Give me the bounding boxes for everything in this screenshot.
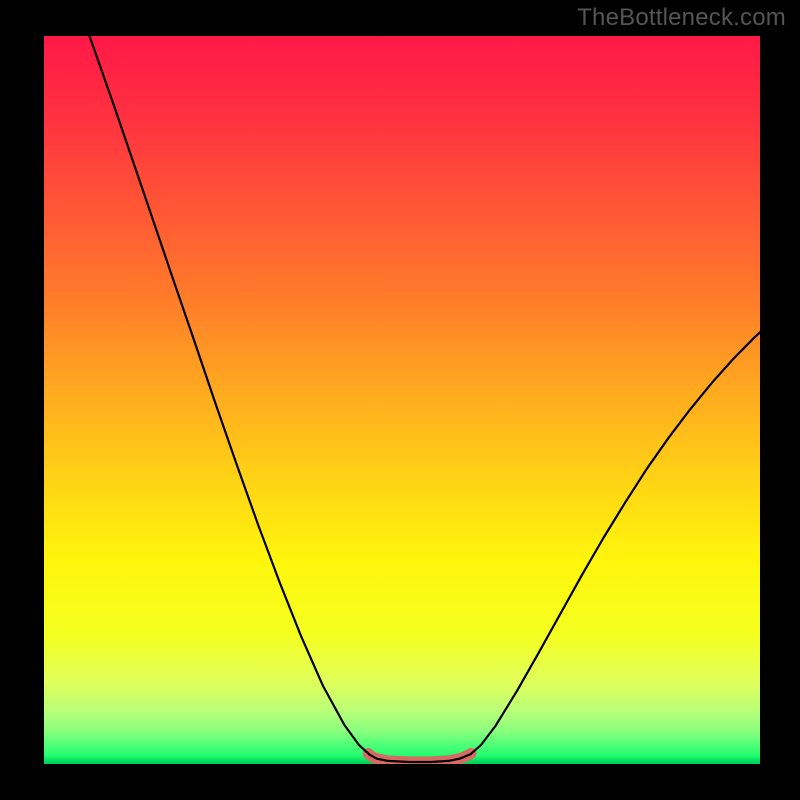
chart-background <box>42 34 762 766</box>
watermark-text: TheBottleneck.com <box>577 4 786 32</box>
chart-root: TheBottleneck.com <box>0 0 800 800</box>
bottleneck-chart <box>42 34 762 766</box>
